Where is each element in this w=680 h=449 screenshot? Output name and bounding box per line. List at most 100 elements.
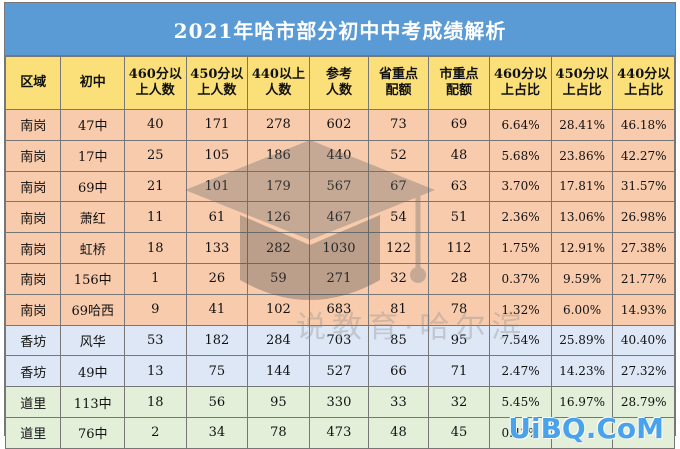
table-cell: 18 — [124, 386, 187, 418]
header-cell: 440以上 人数 — [247, 56, 310, 110]
table-cell: 284 — [247, 324, 310, 357]
table-cell: 69 — [427, 109, 491, 141]
table-cell: 26.98% — [612, 201, 675, 234]
table-cell: 54 — [368, 201, 429, 234]
table-cell: 虹桥 — [60, 232, 126, 264]
header-line-2: 配额 — [385, 83, 412, 98]
table-cell: 59 — [247, 262, 310, 295]
table-cell — [612, 416, 675, 449]
table-cell: 0.37% — [489, 262, 552, 295]
table-cell: 南岗 — [4, 262, 62, 295]
table-cell: 道里 — [4, 416, 62, 449]
header-line-1: 460分以 — [493, 67, 548, 82]
header-line-2: 上占比 — [501, 83, 541, 98]
table-cell: 南岗 — [4, 232, 62, 264]
table-cell: 香坊 — [4, 355, 62, 388]
header-line-2: 上占比 — [562, 83, 602, 98]
table-cell: 76中 — [60, 416, 126, 449]
table-cell: 25 — [124, 139, 187, 172]
table-cell: 42.27% — [612, 139, 675, 172]
table-cell: 27.32% — [612, 355, 675, 388]
table-cell: 126 — [247, 201, 310, 234]
header-cell: 区域 — [4, 56, 62, 110]
table-cell: 6.00% — [550, 293, 614, 326]
table-row: 南岗 156中 1 26 59 271 32 28 0.37% 9.59% 21.77% — [4, 262, 675, 295]
table-cell: 16.97% — [550, 386, 614, 418]
header-line-2: 人数 — [265, 83, 292, 98]
table-cell: 27.38% — [612, 232, 675, 264]
table-row: 南岗 虹桥 18 133 282 1030 122 112 1.75% 12.91% 27.38% — [4, 232, 675, 264]
table-cell: 32 — [427, 386, 491, 418]
header-line-1: 450分以 — [555, 67, 609, 82]
table-cell: 567 — [308, 170, 370, 203]
table-cell: 52 — [368, 139, 429, 172]
table-cell: 28.79% — [612, 386, 675, 418]
table-cell: 南岗 — [4, 139, 62, 172]
table-cell: 527 — [308, 355, 370, 388]
table-cell: 45 — [427, 416, 491, 449]
table-cell: 9 — [124, 293, 187, 326]
table-cell: 2.36% — [489, 201, 552, 234]
table-cell: 703 — [308, 324, 370, 357]
table-cell: 330 — [308, 386, 370, 418]
table-cell: 182 — [185, 324, 249, 357]
table-cell: 78 — [427, 293, 491, 326]
table-cell: 1.75% — [489, 232, 552, 264]
header-line-1: 初中 — [79, 75, 106, 90]
table-cell: 南岗 — [4, 201, 62, 234]
table-cell: 香坊 — [4, 324, 62, 357]
table-cell: 440 — [308, 139, 370, 172]
header-line-1: 460分以 — [128, 67, 182, 82]
table-row: 道里 113中 18 56 95 330 33 32 5.45% 16.97% 28.79% — [4, 386, 675, 418]
table-cell: 13 — [124, 355, 187, 388]
header-line-2: 配额 — [445, 83, 472, 98]
table-cell: 113中 — [60, 386, 126, 418]
table-cell: 1 — [124, 262, 187, 295]
table-cell: 21 — [124, 170, 187, 203]
table-cell: 12.91% — [550, 232, 614, 264]
header-line-1: 450分以 — [190, 67, 244, 82]
table-row: 南岗 69中 21 101 179 567 67 63 3.70% 17.81% 31.57% — [4, 170, 675, 203]
table-cell: 133 — [185, 232, 249, 264]
table-cell: 48 — [368, 416, 429, 449]
table-cell: 186 — [247, 139, 310, 172]
table-cell: 14.93% — [612, 293, 675, 326]
table-cell: 南岗 — [4, 170, 62, 203]
table-cell: 56 — [185, 386, 249, 418]
table-cell: 28 — [427, 262, 491, 295]
site-watermark: UiBQ.CoM — [508, 412, 664, 445]
table-cell: 81 — [368, 293, 429, 326]
header-cell: 市重点 配额 — [427, 56, 491, 110]
table-cell: 5.45% — [489, 386, 552, 418]
table-body: 南岗 47中 40 171 278 602 73 69 6.64% 28.41% 46.18% 南岗 1… — [4, 109, 675, 449]
table-cell: 467 — [308, 201, 370, 234]
header-cell: 440分以 上占比 — [612, 56, 675, 110]
table-cell: 南岗 — [4, 109, 62, 141]
table-cell: 179 — [247, 170, 310, 203]
table-cell: 278 — [247, 109, 310, 141]
table-cell: 5.68% — [489, 139, 552, 172]
table-cell: 71 — [427, 355, 491, 388]
table-frame: 2021年哈市部分初中中考成绩解析 区域 初中 460分以 上人数 450分以 上人数 44… — [4, 2, 676, 449]
header-line-2: 上占比 — [624, 83, 664, 98]
table-cell: 66 — [368, 355, 429, 388]
table-cell: 156中 — [60, 262, 126, 295]
header-line-1: 市重点 — [439, 67, 479, 82]
table-cell: 105 — [185, 139, 249, 172]
table-row: 南岗 17中 25 105 186 440 52 48 5.68% 23.86% 42.27% — [4, 139, 675, 172]
header-line-2: 人数 — [325, 83, 352, 98]
table-cell: 3.70% — [489, 170, 552, 203]
table-cell: 473 — [308, 416, 370, 449]
table-cell: 602 — [308, 109, 370, 141]
table-cell: 282 — [247, 232, 310, 264]
table-cell: 683 — [308, 293, 370, 326]
table-cell: 40 — [124, 109, 187, 141]
table-cell: 69中 — [60, 170, 126, 203]
score-table: 区域 初中 460分以 上人数 450分以 上人数 440以上 人数 参考 人数 省重点 配额 市重点配… — [4, 56, 675, 449]
table-cell: 28.41% — [550, 109, 614, 141]
table-cell: 102 — [247, 293, 310, 326]
table-row: 南岗 47中 40 171 278 602 73 69 6.64% 28.41% 46.18% — [4, 109, 675, 141]
header-cell: 460分以 上人数 — [124, 56, 187, 110]
table-title: 2021年哈市部分初中中考成绩解析 — [5, 3, 675, 56]
table-cell: 61 — [185, 201, 249, 234]
